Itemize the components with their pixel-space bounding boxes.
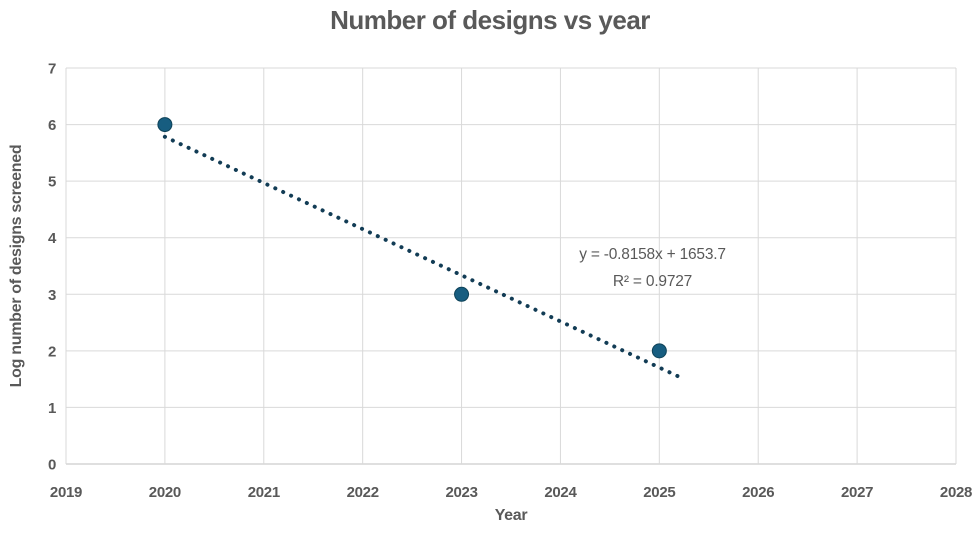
y-tick-label: 1	[48, 400, 56, 417]
trendline-annotation: y = -0.8158x + 1653.7 R² = 0.9727	[530, 241, 775, 295]
data-point	[157, 117, 173, 133]
y-tick-label: 0	[48, 457, 56, 474]
data-point	[651, 343, 667, 359]
x-tick-label: 2021	[248, 484, 280, 501]
chart-title: Number of designs vs year	[330, 5, 650, 35]
x-tick-label: 2028	[940, 484, 972, 501]
y-tick-label: 3	[48, 287, 56, 304]
x-tick-label: 2025	[643, 484, 675, 501]
x-tick-label: 2026	[742, 484, 774, 501]
x-tick-label: 2019	[50, 484, 82, 501]
x-tick-label: 2027	[841, 484, 873, 501]
x-tick-label: 2022	[347, 484, 379, 501]
trendline-equation: y = -0.8158x + 1653.7	[579, 246, 726, 263]
x-tick-label: 2020	[149, 484, 181, 501]
trendline-r-squared: R² = 0.9727	[612, 273, 693, 290]
y-tick-label: 7	[48, 61, 56, 78]
y-tick-label: 5	[48, 174, 56, 191]
y-tick-label: 4	[48, 230, 57, 247]
x-axis-title: Year	[494, 507, 528, 524]
y-tick-label: 6	[48, 117, 56, 134]
y-tick-label: 2	[48, 343, 56, 360]
x-tick-label: 2023	[445, 484, 477, 501]
x-tick-label: 2024	[544, 484, 577, 501]
data-point	[454, 286, 470, 302]
trendline	[162, 134, 682, 379]
